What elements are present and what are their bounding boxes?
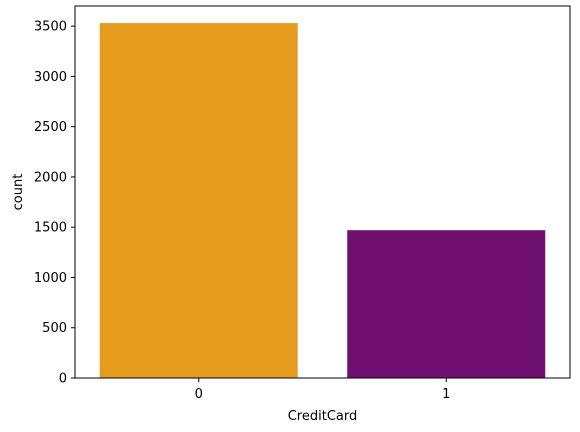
y-tick-label: 1500 [34,221,67,236]
y-tick-label: 3500 [34,20,67,35]
bars-group [99,23,546,379]
y-tick-label: 2500 [34,120,67,135]
plot-frame [74,5,571,379]
ticks-group: 0 1 0 500 1000 1500 2000 2500 3000 3500 [34,20,450,402]
y-tick-label: 2000 [34,170,67,185]
y-tick-label: 3000 [34,70,67,85]
bar-0 [99,23,298,379]
bar-1 [347,230,546,378]
y-tick-label: 500 [42,321,67,336]
x-tick-label: 0 [195,387,203,402]
y-tick-label: 0 [59,372,67,387]
x-tick-label: 1 [442,387,450,402]
y-axis-label: count [11,174,26,211]
x-axis-label: CreditCard [288,409,358,424]
y-tick-label: 1000 [34,271,67,286]
